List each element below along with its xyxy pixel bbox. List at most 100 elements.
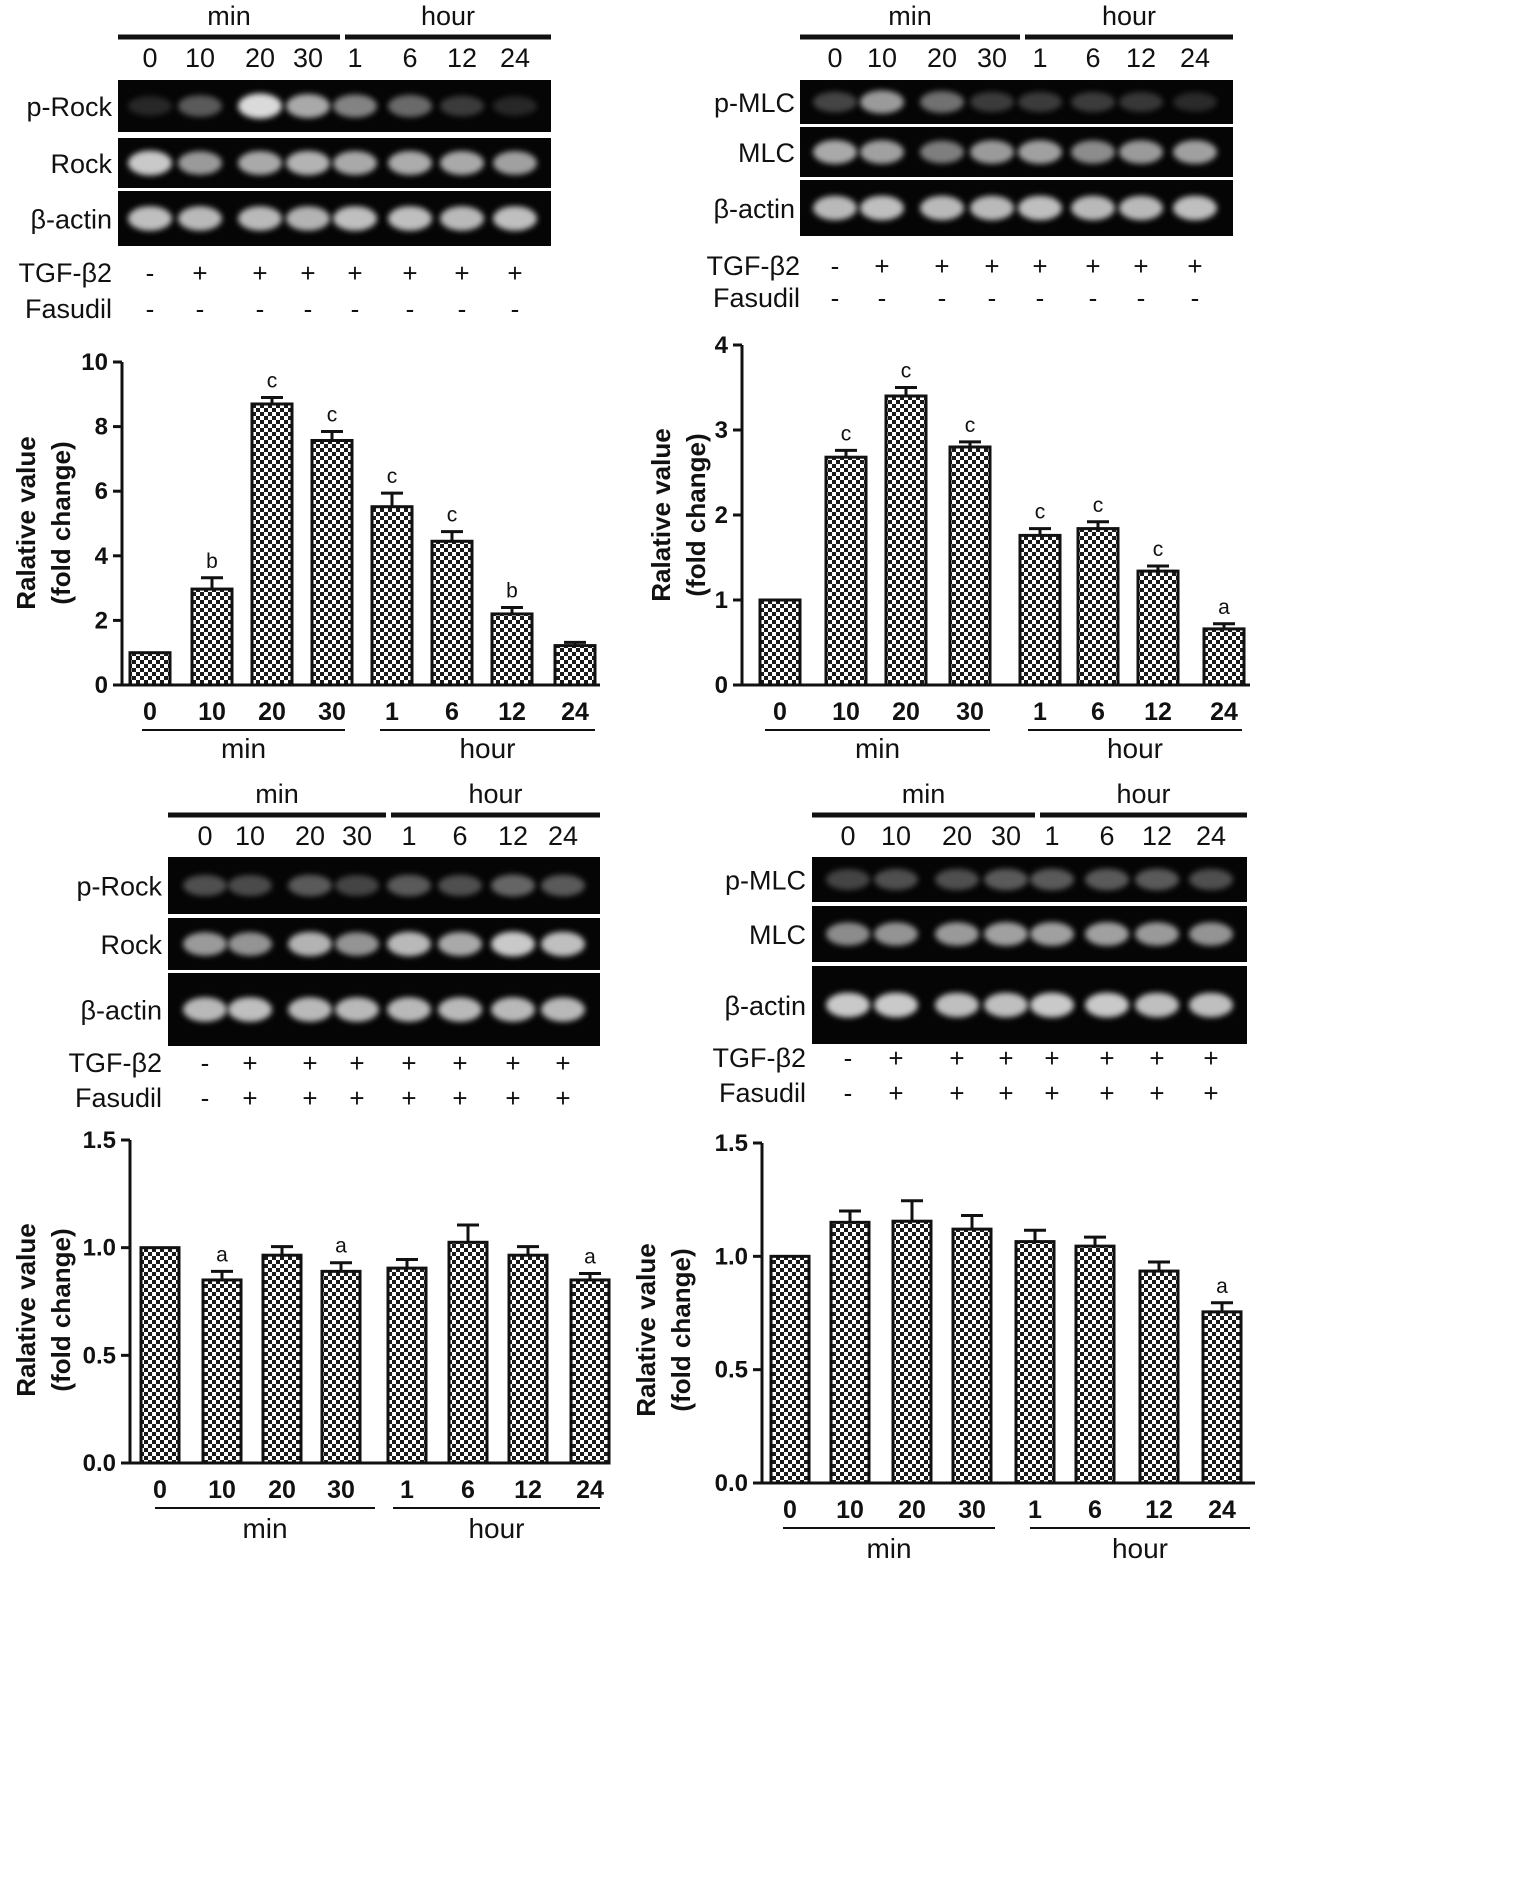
blot-band xyxy=(438,932,482,956)
blot-band xyxy=(860,195,904,221)
x-tick-label: 1 xyxy=(1033,698,1047,726)
treatment-label: TGF-β2 xyxy=(18,258,112,288)
x-tick-label: 0 xyxy=(783,1496,797,1524)
blot-band xyxy=(1135,922,1179,946)
blot-row: MLC xyxy=(738,127,1233,177)
bar xyxy=(490,612,534,687)
blot-row: β-actin xyxy=(724,966,1247,1044)
bar xyxy=(553,644,597,687)
lane-label: 30 xyxy=(977,43,1007,73)
treatment-sign: + xyxy=(1149,1078,1164,1108)
lane-label: 12 xyxy=(498,821,528,851)
treatment-label: Fasudil xyxy=(25,294,112,324)
blot-band xyxy=(335,997,379,1022)
blot-band xyxy=(440,95,484,117)
x-tick-label: 20 xyxy=(268,1476,296,1504)
lane-label: 12 xyxy=(1142,821,1172,851)
x-tick-label: 30 xyxy=(318,698,346,726)
y-tick-label: 4 xyxy=(715,332,729,359)
lane-label: 10 xyxy=(185,43,215,73)
treatment-sign: + xyxy=(302,1083,317,1113)
blot-band xyxy=(1189,868,1233,891)
bar xyxy=(250,402,294,687)
bar xyxy=(769,1254,811,1485)
y-tick-label: 1.0 xyxy=(83,1235,116,1262)
lane-label: 0 xyxy=(197,821,212,851)
lane-label: 1 xyxy=(1044,821,1059,851)
blot-band xyxy=(874,922,918,946)
treatment-sign: + xyxy=(949,1043,964,1073)
treatment-sign: - xyxy=(406,294,415,324)
y-tick-label: 0.0 xyxy=(83,1450,116,1477)
x-tick-label: 6 xyxy=(1091,698,1105,726)
bar xyxy=(1014,1240,1056,1485)
significance-label: c xyxy=(387,465,398,488)
y-tick-label: 1 xyxy=(715,587,728,614)
blot-band xyxy=(860,140,904,164)
y-axis-label: Ralative value xyxy=(11,1223,41,1396)
blot-row-label: Rock xyxy=(100,930,162,960)
group-label: min xyxy=(855,733,900,764)
blot-band xyxy=(935,868,979,891)
lane-label: 12 xyxy=(447,43,477,73)
treatment-sign: - xyxy=(844,1043,853,1073)
treatment-sign: + xyxy=(402,258,417,288)
blot-band xyxy=(874,992,918,1018)
lane-label: 12 xyxy=(1126,43,1156,73)
blot-band xyxy=(288,997,332,1022)
blot-rock-tgf: min hour 0 10 20 30 1 6 12 24 p-Rock Rock β-actin TGF… xyxy=(18,1,551,324)
group-label: hour xyxy=(1107,733,1163,764)
lane-label: 1 xyxy=(347,43,362,73)
bar xyxy=(447,1240,489,1465)
blot-band xyxy=(1173,195,1217,221)
significance-label: a xyxy=(335,1235,347,1258)
blot-band xyxy=(286,94,330,118)
blot-row-label: Rock xyxy=(50,149,112,179)
significance-label: c xyxy=(1093,494,1104,517)
bar xyxy=(1202,627,1246,687)
blot-band xyxy=(288,931,332,957)
lane-label: 6 xyxy=(452,821,467,851)
treatment-sign: - xyxy=(1036,283,1045,313)
x-tick-label: 20 xyxy=(892,698,920,726)
group-label: hour xyxy=(468,1513,524,1544)
significance-label: c xyxy=(267,370,278,393)
significance-label: a xyxy=(216,1243,228,1266)
treatment-sign: + xyxy=(1044,1043,1059,1073)
significance-label: a xyxy=(584,1246,596,1269)
x-tick-label: 20 xyxy=(898,1496,926,1524)
bar xyxy=(1138,1269,1180,1485)
treatment-sign: + xyxy=(1187,251,1202,281)
blot-band xyxy=(440,151,484,175)
lane-label: 6 xyxy=(402,43,417,73)
treatment-sign: - xyxy=(146,258,155,288)
lane-label: 20 xyxy=(942,821,972,851)
treatment-label: TGF-β2 xyxy=(68,1048,162,1078)
blot-band xyxy=(388,206,432,231)
lane-label: 24 xyxy=(500,43,530,73)
treatment-sign: + xyxy=(347,258,362,288)
blot-band xyxy=(238,206,282,231)
lane-label: 30 xyxy=(342,821,372,851)
blot-band xyxy=(1119,92,1163,112)
blot-band xyxy=(1071,195,1115,221)
blot-band xyxy=(541,874,585,897)
blot-band xyxy=(1071,140,1115,164)
treatment-sign: - xyxy=(201,1083,210,1113)
x-tick-label: 30 xyxy=(956,698,984,726)
bar xyxy=(261,1253,303,1465)
treatment-sign: - xyxy=(1089,283,1098,313)
blot-band xyxy=(1173,140,1217,164)
lane-label: 10 xyxy=(867,43,897,73)
blot-row: β-actin xyxy=(713,180,1233,236)
lane-label: 6 xyxy=(1085,43,1100,73)
treatment-sign: + xyxy=(401,1048,416,1078)
blot-band xyxy=(826,922,870,946)
blot-band xyxy=(920,91,964,113)
blot-mlc-fasudil: min hour 0 10 20 30 1 6 12 24 p-MLC MLC β-actin TGF-β… xyxy=(712,779,1247,1108)
blot-band xyxy=(1071,92,1115,112)
lane-label: 10 xyxy=(235,821,265,851)
blot-band xyxy=(970,140,1014,164)
group-label: hour xyxy=(459,733,515,764)
lane-label: 24 xyxy=(548,821,578,851)
